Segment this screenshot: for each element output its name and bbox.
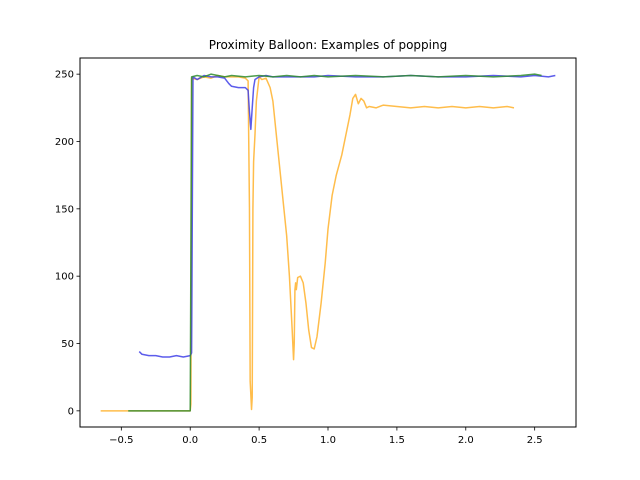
x-axis-ticks: −0.5 0.0 0.5 1.0 1.5 2.0 2.5 bbox=[109, 427, 543, 446]
x-tick-label: 0.0 bbox=[182, 435, 198, 446]
x-tick-label: 1.0 bbox=[320, 435, 336, 446]
y-tick-label: 250 bbox=[55, 70, 74, 81]
plot-frame bbox=[79, 57, 577, 428]
x-tick-label: 0.5 bbox=[251, 435, 267, 446]
x-tick-label: −0.5 bbox=[109, 435, 133, 446]
chart-title: Proximity Balloon: Examples of popping bbox=[209, 38, 447, 52]
x-tick-label: 2.5 bbox=[527, 435, 543, 446]
x-tick-label: 2.0 bbox=[458, 435, 474, 446]
series-layer bbox=[100, 73, 556, 412]
series-line-orange bbox=[100, 74, 515, 412]
y-axis-ticks: 0 50 100 150 200 250 bbox=[55, 70, 80, 417]
y-tick-label: 0 bbox=[68, 406, 74, 417]
x-tick-label: 1.5 bbox=[389, 435, 405, 446]
y-tick-label: 150 bbox=[55, 204, 74, 215]
y-tick-label: 200 bbox=[55, 137, 74, 148]
y-tick-label: 50 bbox=[61, 339, 74, 350]
y-tick-label: 100 bbox=[55, 272, 74, 283]
series-line-blue bbox=[138, 74, 556, 358]
series-line-green bbox=[128, 73, 542, 412]
